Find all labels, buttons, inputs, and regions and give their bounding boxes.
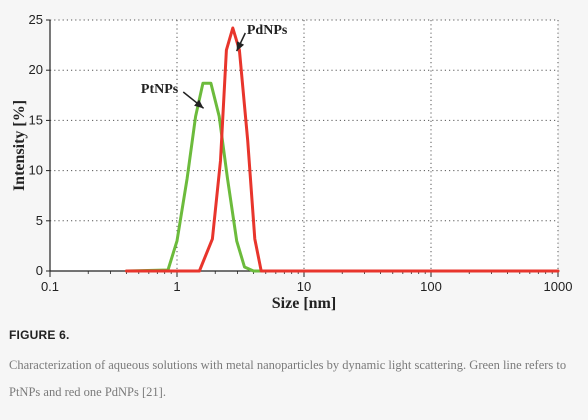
annotation-label-ptnps: PtNPs (141, 82, 179, 97)
y-tick-label: 20 (29, 62, 43, 77)
dls-chart: PdNPs PtNPs 0 5 10 15 20 25 0.1 1 10 100 1000 Size [… (11, 12, 573, 312)
y-axis-title: Intensity [%] (11, 100, 28, 191)
plot-area (50, 20, 558, 271)
series-line-ptnps (125, 81, 560, 273)
annotation-label-pdnps: PdNPs (247, 23, 288, 38)
x-tick-label: 0.1 (41, 279, 59, 294)
series-line-pdnps (125, 26, 560, 273)
x-axis-title: Size [nm] (272, 295, 336, 312)
x-tick-label: 100 (420, 279, 442, 294)
y-tick-label: 10 (29, 163, 43, 178)
annotation-arrowhead-ptnps (194, 99, 204, 109)
y-tick-label: 25 (29, 12, 43, 27)
figure-caption-text: Characterization of aqueous solutions wi… (9, 358, 567, 399)
x-tick-label: 10 (297, 279, 311, 294)
y-tick-label: 15 (29, 112, 43, 127)
y-tick-label: 0 (36, 263, 43, 278)
x-tick-label: 1000 (544, 279, 573, 294)
figure-caption-title: FIGURE 6. (9, 328, 70, 342)
annotation-arrowhead-pdnps (236, 41, 245, 52)
y-tick-label: 5 (36, 213, 43, 228)
x-tick-label: 1 (173, 279, 180, 294)
